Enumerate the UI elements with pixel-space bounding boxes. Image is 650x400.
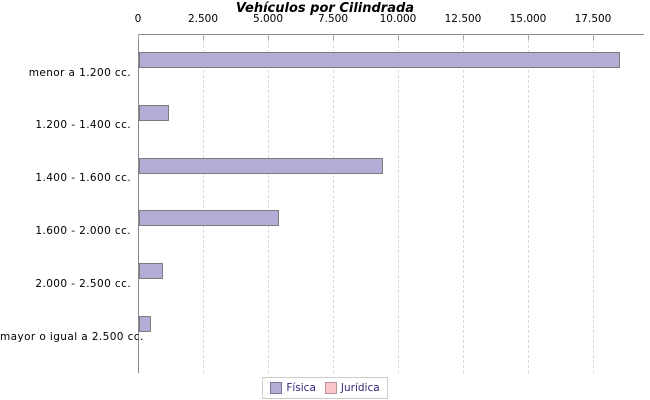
axis-tick: [463, 34, 464, 40]
legend-label-fisica: Física: [286, 382, 316, 394]
grid-line: [463, 35, 464, 373]
category-label: mayor o igual a 2.500 cc.: [0, 331, 144, 343]
y-axis-line: [138, 34, 139, 373]
grid-line: [528, 35, 529, 373]
grid-line: [203, 35, 204, 373]
axis-tick: [593, 34, 594, 40]
legend-item-fisica: Física: [270, 382, 316, 394]
category-label: 1.600 - 2.000 cc.: [35, 225, 131, 237]
grid-line: [333, 35, 334, 373]
category-label: 1.400 - 1.600 cc.: [35, 172, 131, 184]
axis-tick: [333, 34, 334, 40]
bar-fisica: [139, 105, 169, 121]
axis-tick: [203, 34, 204, 40]
bar-fisica: [139, 210, 279, 226]
category-label: 2.000 - 2.500 cc.: [35, 278, 131, 290]
legend: Física Jurídica: [0, 377, 650, 399]
x-tick-label: 0: [134, 13, 142, 25]
juridica-swatch-icon: [324, 382, 337, 394]
axis-tick: [528, 34, 529, 40]
category-label: 1.200 - 1.400 cc.: [35, 119, 131, 131]
axis-tick: [138, 34, 139, 40]
grid-line: [593, 35, 594, 373]
category-label: menor a 1.200 cc.: [28, 67, 131, 79]
legend-box: Física Jurídica: [262, 377, 388, 399]
x-axis-line: [138, 34, 644, 35]
x-tick-label: 10.000: [379, 13, 417, 25]
bar-fisica: [139, 158, 383, 174]
bar-fisica: [139, 52, 620, 68]
grid-line: [268, 35, 269, 373]
axis-tick: [268, 34, 269, 40]
chart-title: Vehículos por Cilindrada: [235, 1, 415, 16]
bar-fisica: [139, 263, 163, 279]
x-tick-label: 17.500: [574, 13, 612, 25]
x-tick-label: 5.000: [252, 13, 284, 25]
bar-fisica: [139, 316, 151, 332]
x-tick-label: 2.500: [187, 13, 219, 25]
legend-item-juridica: Jurídica: [324, 382, 380, 394]
x-tick-label: 12.500: [444, 13, 482, 25]
x-tick-label: 15.000: [509, 13, 547, 25]
x-tick-label: 7.500: [317, 13, 349, 25]
legend-label-juridica: Jurídica: [340, 382, 380, 394]
axis-tick: [398, 34, 399, 40]
grid-line: [398, 35, 399, 373]
fisica-swatch-icon: [270, 382, 283, 394]
